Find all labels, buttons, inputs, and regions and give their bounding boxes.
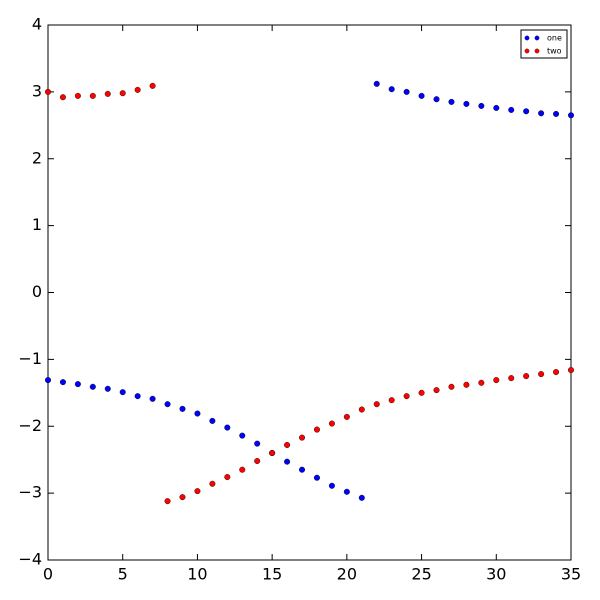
point — [74, 381, 81, 388]
point — [134, 86, 141, 93]
x-tick-label: 30 — [486, 565, 506, 584]
point — [328, 420, 335, 427]
point — [164, 498, 171, 505]
point — [239, 432, 246, 439]
point — [194, 488, 201, 495]
legend-label: two — [547, 47, 562, 56]
point — [373, 80, 380, 87]
point — [89, 92, 96, 99]
y-tick-label: 4 — [32, 15, 42, 34]
point — [74, 92, 81, 99]
point — [179, 494, 186, 501]
x-tick-label: 20 — [337, 565, 357, 584]
point — [373, 401, 380, 408]
point — [358, 406, 365, 413]
point — [45, 377, 52, 384]
legend-marker — [534, 35, 540, 41]
point — [194, 410, 201, 417]
x-tick-label: 0 — [43, 565, 53, 584]
point — [224, 424, 231, 431]
point — [418, 92, 425, 99]
point — [59, 94, 66, 101]
point — [149, 395, 156, 402]
point — [254, 458, 261, 465]
y-tick-label: −4 — [18, 550, 42, 569]
point — [284, 441, 291, 448]
point — [119, 90, 126, 97]
x-tick-label: 35 — [561, 565, 581, 584]
point — [328, 482, 335, 489]
x-tick-label: 15 — [262, 565, 282, 584]
point — [418, 389, 425, 396]
point — [463, 381, 470, 388]
y-tick-label: −3 — [18, 483, 42, 502]
legend-box — [520, 29, 568, 59]
legend-marker — [534, 48, 540, 54]
point — [433, 387, 440, 394]
point — [313, 426, 320, 433]
point — [45, 88, 52, 95]
point — [224, 474, 231, 481]
point — [313, 474, 320, 481]
point — [523, 373, 530, 380]
y-tick-label: −2 — [18, 416, 42, 435]
point — [358, 494, 365, 501]
point — [478, 379, 485, 386]
point — [164, 401, 171, 408]
point — [553, 369, 560, 376]
point — [403, 88, 410, 95]
point — [568, 112, 575, 119]
point — [284, 458, 291, 465]
y-tick-label: 1 — [32, 215, 42, 234]
point — [209, 417, 216, 424]
legend-marker — [524, 35, 530, 41]
point — [343, 413, 350, 420]
point — [433, 96, 440, 103]
point — [149, 82, 156, 89]
point — [89, 383, 96, 390]
y-tick-label: 0 — [32, 282, 42, 301]
point — [568, 367, 575, 374]
point — [538, 110, 545, 117]
point — [493, 377, 500, 384]
point — [299, 466, 306, 473]
point — [448, 383, 455, 390]
point — [538, 371, 545, 378]
point — [388, 397, 395, 404]
point — [343, 488, 350, 495]
y-tick-label: 3 — [32, 81, 42, 100]
point — [463, 100, 470, 107]
point — [403, 393, 410, 400]
x-tick-label: 25 — [411, 565, 431, 584]
x-tick-label: 10 — [187, 565, 207, 584]
point — [239, 466, 246, 473]
point — [388, 86, 395, 93]
point — [104, 385, 111, 392]
x-tick-label: 5 — [118, 565, 128, 584]
point — [508, 106, 515, 113]
point — [553, 110, 560, 117]
point — [448, 98, 455, 105]
point — [254, 440, 261, 447]
legend-marker — [524, 48, 530, 54]
point — [59, 379, 66, 386]
point — [179, 405, 186, 412]
point — [209, 480, 216, 487]
y-tick-label: 2 — [32, 148, 42, 167]
legend-label: one — [547, 34, 562, 43]
point — [478, 102, 485, 109]
point — [134, 393, 141, 400]
point — [269, 450, 276, 457]
point — [119, 389, 126, 396]
point — [523, 108, 530, 115]
y-tick-label: −1 — [18, 349, 42, 368]
point — [508, 375, 515, 382]
point — [104, 90, 111, 97]
point — [299, 434, 306, 441]
point — [493, 104, 500, 111]
